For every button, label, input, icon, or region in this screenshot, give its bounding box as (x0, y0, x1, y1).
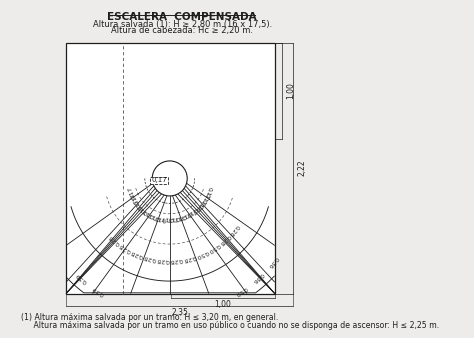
Text: 1,00: 1,00 (286, 82, 295, 99)
Text: 0,17: 0,17 (173, 214, 186, 222)
Text: 0,17: 0,17 (153, 214, 167, 222)
Text: 0,17: 0,17 (151, 177, 167, 184)
Text: Altura salvada (1): H ≥ 2,80 m (16 x 17,5).: Altura salvada (1): H ≥ 2,80 m (16 x 17,… (92, 20, 272, 29)
Text: 0,17: 0,17 (147, 211, 161, 220)
Text: 0,28: 0,28 (109, 234, 121, 246)
Text: Altura máxima salvada por un tramo en uso público o cuando no se disponga de asc: Altura máxima salvada por un tramo en us… (20, 321, 439, 330)
Text: 0,28: 0,28 (228, 224, 240, 237)
Text: 0,28: 0,28 (156, 258, 170, 264)
Text: 0,17: 0,17 (141, 207, 155, 218)
Text: 0,17: 0,17 (190, 202, 203, 215)
Text: 2,35: 2,35 (171, 308, 188, 317)
Text: 0,50: 0,50 (195, 249, 209, 259)
Text: 2,22: 2,22 (298, 160, 307, 176)
Text: 0,36: 0,36 (252, 272, 264, 284)
Text: 0,39: 0,39 (91, 285, 105, 296)
Text: (1) Altura máxima salvada por un tramo: H ≤ 3,20 m, en general.: (1) Altura máxima salvada por un tramo: … (20, 313, 278, 322)
Text: 0,28: 0,28 (130, 249, 145, 259)
Text: 0,17: 0,17 (160, 216, 173, 222)
Text: Altura de cabezada: Hc ≥ 2,20 m.: Altura de cabezada: Hc ≥ 2,20 m. (111, 26, 253, 35)
Text: 0,17: 0,17 (184, 207, 198, 218)
Circle shape (152, 161, 187, 196)
Bar (66, 43, 275, 293)
Text: 0,17: 0,17 (199, 192, 210, 206)
Text: 0,17: 0,17 (127, 186, 137, 200)
Text: 0,17: 0,17 (166, 216, 180, 222)
Text: 0,36: 0,36 (267, 256, 279, 269)
Text: 0,50: 0,50 (207, 242, 221, 254)
Text: 0,28: 0,28 (182, 255, 197, 263)
Text: 0,17: 0,17 (178, 211, 193, 220)
Text: 0,39: 0,39 (75, 272, 88, 284)
Text: 1,00: 1,00 (215, 300, 231, 309)
Text: 0,17: 0,17 (129, 192, 140, 206)
Text: 0,28: 0,28 (118, 242, 133, 254)
Text: 0,17: 0,17 (136, 202, 150, 215)
Text: ESCALERA  COMPENSADA: ESCALERA COMPENSADA (108, 12, 257, 22)
Text: 0,28: 0,28 (218, 234, 231, 246)
Text: 0,28: 0,28 (170, 258, 183, 264)
Text: 0,28: 0,28 (143, 255, 157, 263)
Text: 0,50: 0,50 (234, 285, 248, 296)
Text: 0,17: 0,17 (132, 197, 145, 211)
Text: 0,17: 0,17 (203, 186, 212, 200)
Text: 0,17: 0,17 (195, 197, 207, 211)
